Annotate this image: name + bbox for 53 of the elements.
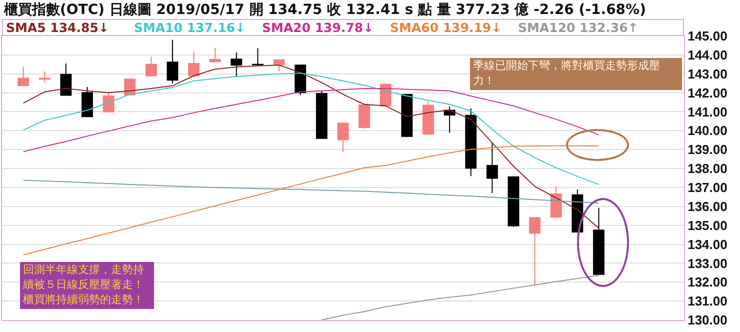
candlestick — [188, 50, 200, 78]
y-tick-label: 135.00 — [688, 218, 728, 233]
y-tick-label: 131.00 — [688, 294, 728, 309]
y-tick-label: 137.00 — [688, 180, 728, 196]
candlestick — [60, 62, 72, 96]
y-tick-label: 136.00 — [688, 198, 728, 214]
candlestick — [593, 207, 604, 275]
chart-title: 櫃買指數(OTC) 日線圖 2019/05/17 開 134.75 收 132.41 s 點 量 377.23 億 -2.26 (-1.68%) — [4, 1, 646, 19]
text: SMA10 137.16↓ — [133, 20, 247, 36]
y-tick-label: 143.00 — [688, 66, 728, 82]
line-series — [321, 274, 600, 320]
candlestick — [82, 86, 93, 118]
candlestick — [316, 90, 328, 139]
candlestick — [422, 100, 434, 135]
candlestick — [337, 122, 349, 153]
y-tick-label: 140.00 — [688, 123, 728, 138]
y-tick-label: 139.00 — [688, 142, 728, 158]
candlestick — [273, 58, 285, 72]
candlestick — [465, 108, 477, 177]
annotation: 回測半年線支撐，走勢持續被５日線反壓壓著走！櫃買將持續弱勢的走勢！ — [20, 262, 154, 309]
candlestick — [18, 66, 30, 86]
candlestick — [358, 104, 370, 130]
y-tick-label: 141.00 — [688, 104, 728, 120]
candlestick — [401, 94, 413, 138]
y-tick-label: 145.00 — [688, 28, 728, 44]
candlestick — [529, 217, 541, 286]
candlestick — [145, 56, 157, 76]
text: SMA120 132.36↑ — [517, 20, 640, 36]
candlestick — [166, 39, 178, 84]
text: SMA5 134.85↓ — [5, 20, 110, 36]
candlestick — [252, 48, 264, 66]
annotation: 季線已開始下彎，將對櫃買走勢形成壓力！ — [470, 58, 682, 90]
line-series — [22, 145, 600, 256]
candlestick — [508, 176, 520, 228]
y-tick-label: 133.00 — [688, 256, 728, 271]
candlestick — [486, 142, 498, 194]
y-tick-label: 132.00 — [688, 274, 728, 290]
y-tick-label: 142.00 — [688, 85, 728, 100]
candlestick — [294, 64, 306, 96]
y-tick-label: 130.00 — [688, 312, 728, 328]
y-tick-label: 134.00 — [688, 236, 728, 252]
text: SMA60 139.19↓ — [389, 20, 503, 36]
text: SMA20 139.78↓ — [261, 20, 375, 36]
candlestick — [550, 186, 562, 218]
y-tick-label: 138.00 — [688, 161, 728, 176]
candlestick — [209, 47, 221, 62]
y-tick-label: 144.00 — [688, 47, 728, 62]
candlestick — [230, 52, 242, 78]
candlestick — [38, 70, 50, 84]
line-series — [22, 180, 600, 204]
candlestick — [102, 92, 114, 112]
line-series — [22, 72, 600, 185]
line-series — [22, 88, 600, 152]
